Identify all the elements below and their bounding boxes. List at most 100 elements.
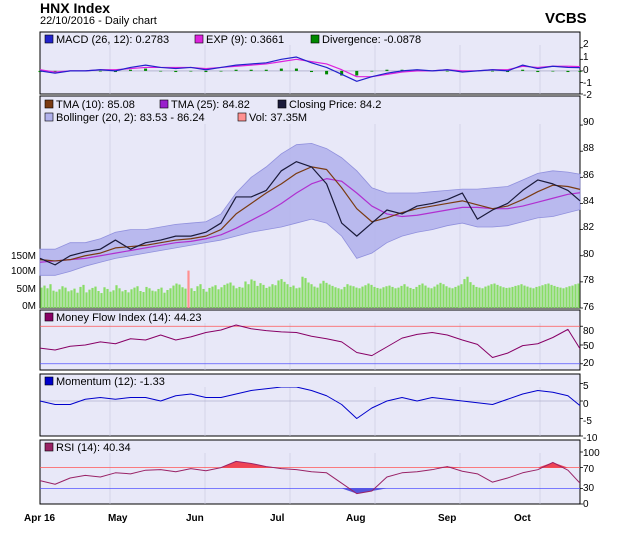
volume-bar	[370, 284, 373, 308]
divergence-bar	[551, 70, 555, 72]
volume-bar	[43, 285, 46, 308]
rsi-tick-70: 70	[583, 464, 595, 475]
volume-bar	[268, 286, 271, 308]
volume-bar	[355, 287, 358, 308]
divergence-bar	[174, 70, 178, 73]
divergence-bar	[491, 70, 495, 72]
volume-bar	[442, 284, 445, 308]
mfi-tick-80: 80	[583, 326, 595, 337]
tma25-swatch	[159, 99, 169, 109]
volume-bar	[46, 288, 49, 308]
volume-bar	[301, 276, 304, 308]
volume-bar	[124, 289, 127, 308]
bollinger-legend-label: Bollinger (20, 2): 83.53 - 86.24	[56, 112, 205, 124]
volume-bar	[244, 281, 247, 308]
volume-tick-100m: 100M	[11, 266, 36, 277]
volume-bar	[289, 286, 292, 308]
bollinger-swatch	[44, 112, 54, 122]
volume-bar	[163, 292, 166, 308]
closing-swatch	[277, 99, 287, 109]
volume-bar	[466, 276, 469, 308]
volume-bar	[79, 286, 82, 308]
volume-bar	[154, 291, 157, 308]
exp-swatch	[194, 34, 204, 44]
volume-bar	[487, 285, 490, 308]
volume-bar	[361, 286, 364, 308]
volume-bar	[397, 287, 400, 308]
volume-bar	[121, 291, 124, 308]
volume-bar	[499, 286, 502, 308]
volume-bar	[52, 290, 55, 308]
volume-bar	[547, 283, 550, 308]
volume-bar	[100, 293, 103, 308]
volume-bar	[517, 285, 520, 308]
volume-bar	[298, 287, 301, 308]
volume-bar	[406, 286, 409, 308]
volume-bar	[556, 286, 559, 308]
x-label-apr: Apr 16	[24, 513, 56, 524]
volume-bar	[331, 285, 334, 308]
volume-bar	[307, 282, 310, 308]
rsi-legend: RSI (14): 40.34	[41, 441, 579, 454]
divergence-bar	[189, 70, 193, 72]
volume-bar	[544, 284, 547, 308]
divergence-bar	[159, 70, 163, 72]
volume-bar	[367, 283, 370, 308]
divergence-bar	[536, 70, 540, 73]
volume-bar	[436, 284, 439, 308]
volume-bar	[541, 285, 544, 308]
volume-bar	[376, 287, 379, 308]
divergence-bar	[370, 70, 374, 72]
volume-bar	[484, 286, 487, 308]
price-tick-78: 78	[583, 275, 595, 286]
volume-bar	[226, 283, 229, 308]
volume-bar	[535, 286, 538, 308]
volume-bar	[334, 287, 337, 308]
volume-bar	[322, 280, 325, 308]
divergence-swatch	[310, 34, 320, 44]
volume-bar	[199, 284, 202, 308]
volume-bar	[208, 287, 211, 308]
volume-bar	[508, 287, 511, 308]
volume-bar	[400, 285, 403, 308]
volume-bar	[520, 284, 523, 308]
mfi-line	[39, 324, 581, 358]
volume-bar	[85, 292, 88, 308]
volume-bar	[61, 286, 64, 308]
volume-tick-50m: 50M	[17, 284, 36, 295]
volume-bar	[259, 283, 262, 308]
volume-bar	[139, 291, 142, 308]
volume-bar	[526, 286, 529, 308]
macd-tick-neg1: -1	[583, 78, 592, 89]
momentum-legend-label: Momentum (12): -1.33	[56, 376, 165, 388]
volume-bar	[532, 288, 535, 308]
volume-bar	[460, 284, 463, 308]
volume-bar	[232, 285, 235, 308]
price-tick-86: 86	[583, 170, 595, 181]
volume-bar	[193, 291, 196, 308]
volume-bar	[178, 284, 181, 308]
macd-legend-label: MACD (26, 12): 0.2783	[56, 34, 169, 46]
volume-bar	[106, 288, 109, 308]
volume-bar	[439, 282, 442, 308]
macd-tick-1: 1	[583, 52, 589, 63]
volume-bar	[391, 286, 394, 308]
chart-title: HNX Index	[40, 0, 111, 16]
volume-bar	[280, 279, 283, 308]
divergence-bar	[445, 70, 449, 72]
price-tick-76: 76	[583, 302, 595, 313]
volume-bar	[196, 286, 199, 308]
divergence-bar	[294, 68, 298, 71]
volume-bar	[157, 288, 160, 308]
volume-bar	[358, 288, 361, 308]
volume-bar	[133, 287, 136, 308]
volume-bar	[469, 282, 472, 308]
volume-bar	[67, 291, 70, 308]
volume-bar	[550, 284, 553, 308]
volume-bar	[568, 286, 571, 308]
series-lines	[39, 56, 581, 495]
divergence-bar	[204, 70, 208, 73]
volume-bar	[385, 286, 388, 308]
volume-bar	[304, 278, 307, 308]
x-label-jul: Jul	[270, 513, 285, 524]
